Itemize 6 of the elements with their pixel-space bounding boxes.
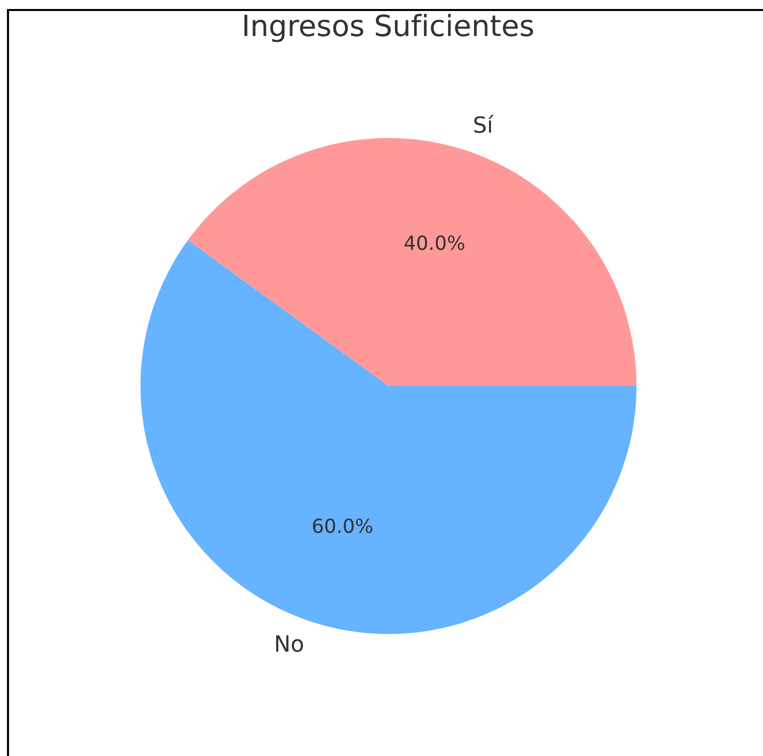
pie-slice bbox=[188, 138, 636, 386]
slice-label: Sí bbox=[474, 114, 494, 133]
chart-title: Ingresos Suficientes bbox=[244, 14, 534, 42]
slice-label: No bbox=[276, 635, 303, 652]
data-label: 40.0% bbox=[404, 235, 464, 250]
data-label: 60.0% bbox=[312, 518, 372, 534]
